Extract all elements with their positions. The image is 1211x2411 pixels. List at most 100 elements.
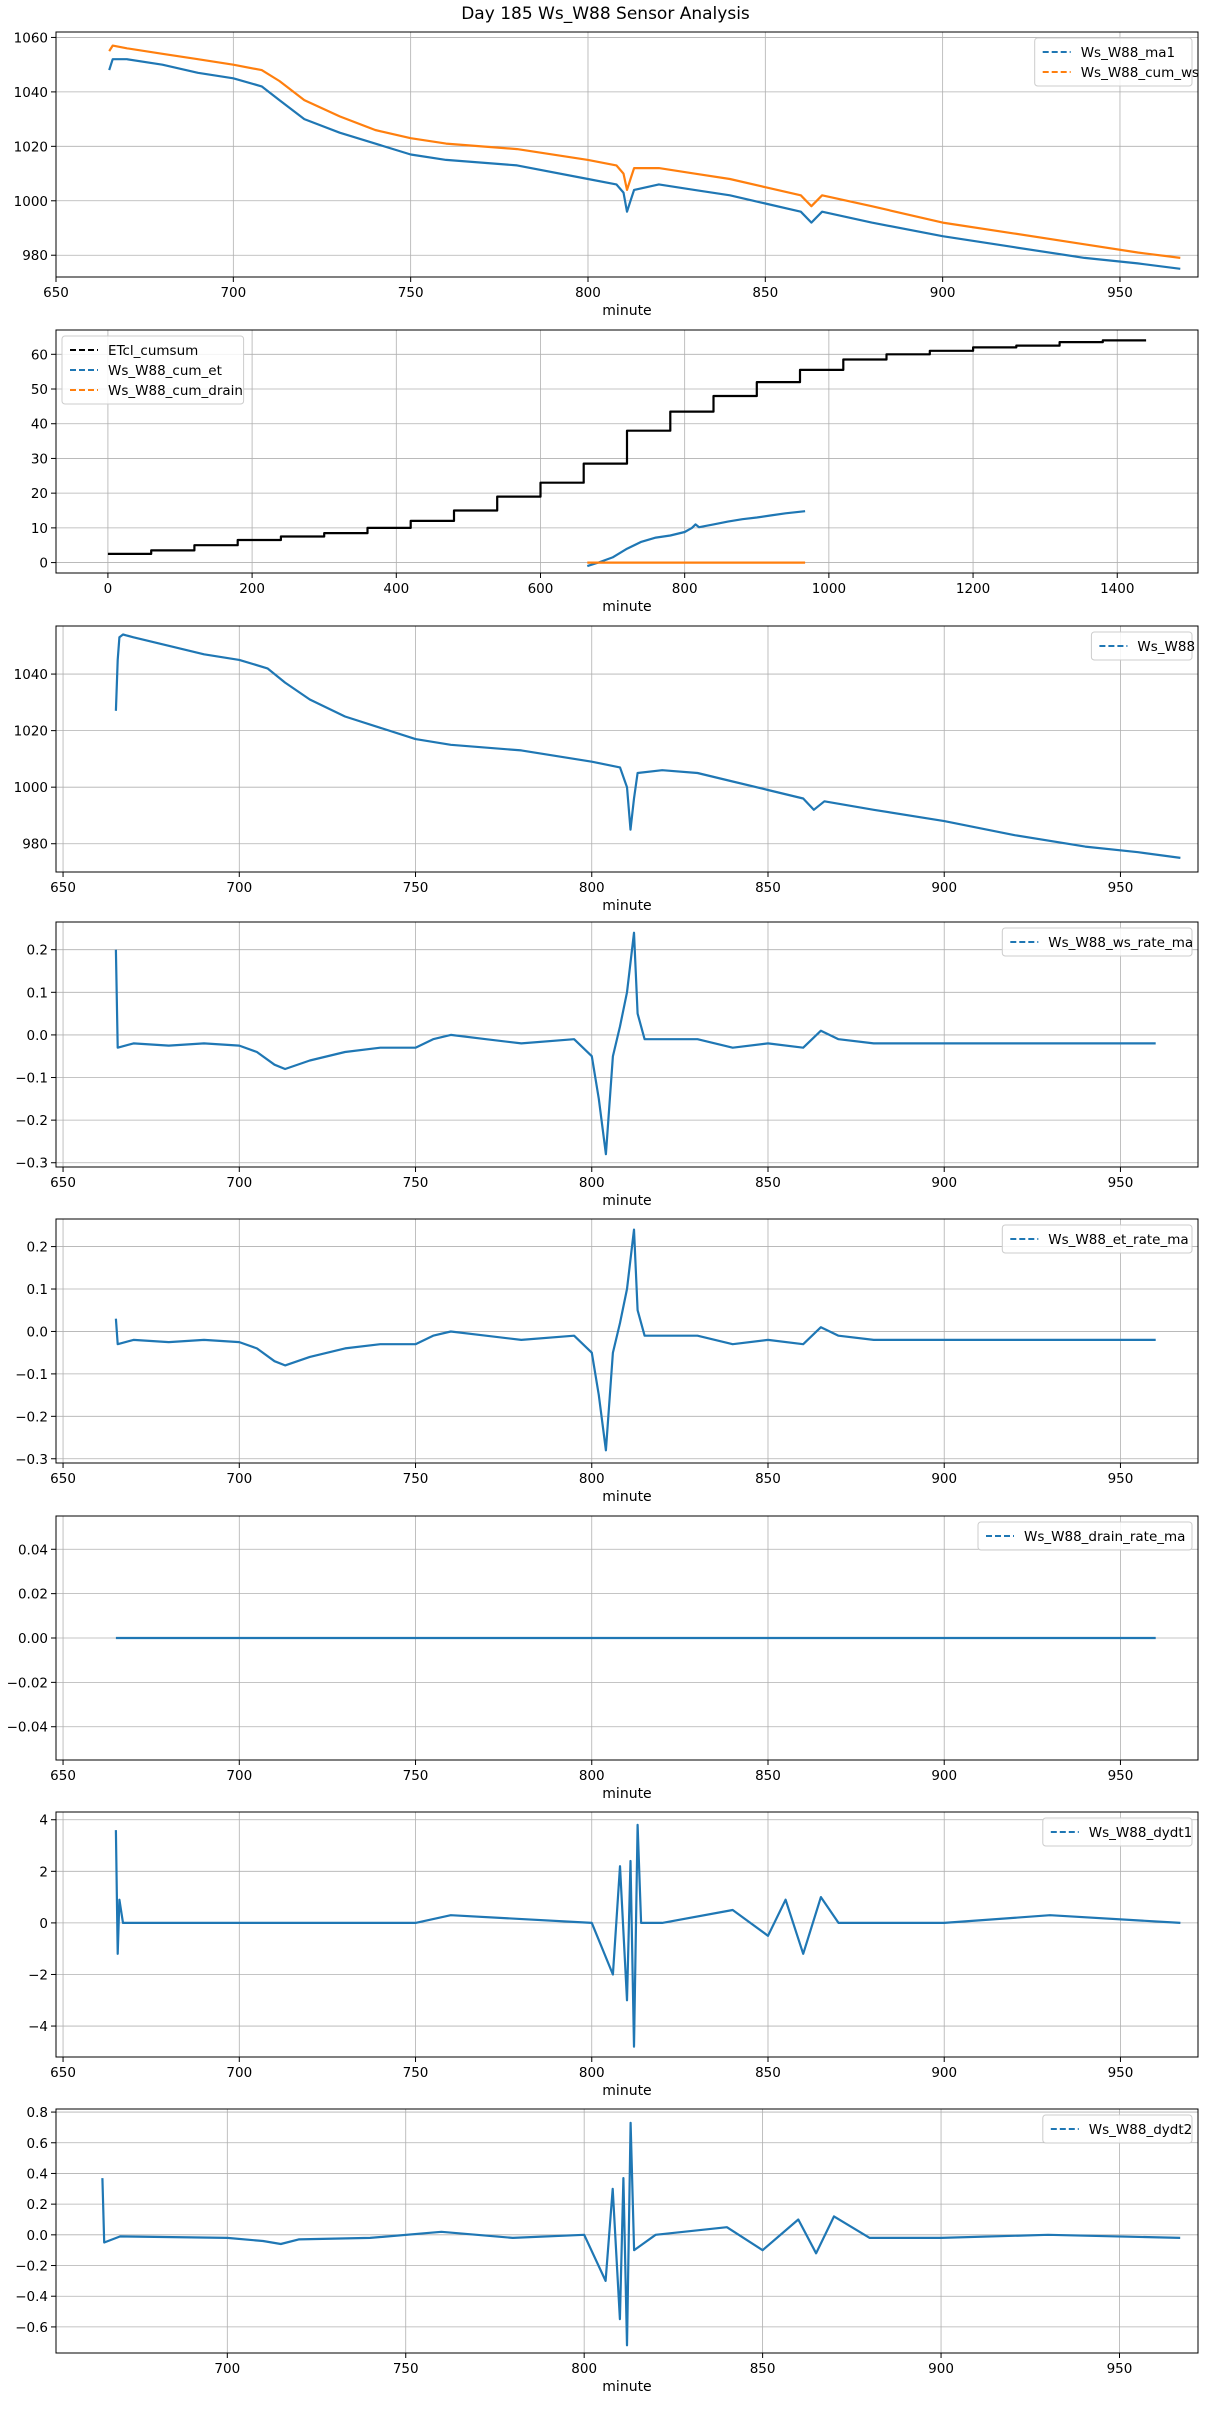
y-tick-label: 0.2 xyxy=(27,2197,48,2213)
x-tick-label: 800 xyxy=(575,285,601,301)
x-tick-label: 650 xyxy=(50,1768,76,1784)
chart-panel-5: 650 700 750 800 850 900 950 −0.3 −0.2 −0.1 0.0 0.1 0… xyxy=(15,1218,1199,1505)
x-axis-label: minute xyxy=(602,2083,651,2099)
legend: Ws_W88_dydt1 xyxy=(1042,1817,1193,1847)
series-line-Ws_W88_dydt1 xyxy=(114,1823,1181,2048)
x-tick-label: 400 xyxy=(383,581,409,597)
y-tick-label: −0.3 xyxy=(15,1156,48,1172)
chart-panel-6: 650 700 750 800 850 900 950 −0.04 −0.02 0.00 0.02 0… xyxy=(7,1515,1199,1802)
x-tick-label: 700 xyxy=(214,2361,240,2377)
x-tick-label: 950 xyxy=(1107,285,1133,301)
x-tick-label: 200 xyxy=(239,581,265,597)
x-tick-label: 850 xyxy=(755,1471,781,1487)
x-tick-label: 950 xyxy=(1108,880,1134,896)
x-tick-label: 750 xyxy=(398,285,424,301)
chart-panel-4: 650 700 750 800 850 900 950 −0.3 −0.2 −0.1 0.0 0.1 0… xyxy=(15,921,1199,1209)
x-tick-label: 900 xyxy=(931,1175,957,1191)
x-tick-label: 750 xyxy=(403,1768,429,1784)
y-tick-label: 1040 xyxy=(14,85,48,101)
y-tick-label: 0 xyxy=(39,556,48,572)
x-axis-label: minute xyxy=(602,1786,651,1802)
legend-label: Ws_W88_cum_ws xyxy=(1081,65,1199,81)
x-tick-label: 700 xyxy=(220,285,246,301)
legend-label: Ws_W88_dydt2 xyxy=(1089,2122,1192,2138)
legend-box xyxy=(977,1521,1193,1551)
x-tick-label: 650 xyxy=(50,1471,76,1487)
y-tick-label: 4 xyxy=(39,1813,48,1829)
legend: Ws_W88_drain_rate_ma xyxy=(977,1521,1193,1551)
x-tick-label: 700 xyxy=(226,1175,252,1191)
x-tick-label: 950 xyxy=(1108,2065,1134,2081)
y-tick-label: 1040 xyxy=(14,667,48,683)
x-tick-label: 750 xyxy=(403,1471,429,1487)
y-tick-label: 0.0 xyxy=(27,1028,48,1044)
series-line-Ws_W88_cum_et xyxy=(586,510,806,568)
chart-panel-1: 650 700 750 800 850 900 950 980 1000 1020 1040 1060… xyxy=(14,30,1199,319)
legend-label: Ws_W88 xyxy=(1137,639,1195,655)
x-tick-label: 750 xyxy=(393,2361,419,2377)
y-tick-label: 0.2 xyxy=(27,943,48,959)
y-tick-label: 980 xyxy=(22,248,48,264)
y-tick-label: 0.1 xyxy=(27,985,48,1001)
legend-box xyxy=(1001,1224,1193,1254)
y-tick-label: −0.3 xyxy=(15,1452,48,1468)
x-tick-label: 900 xyxy=(928,2361,954,2377)
legend-box xyxy=(1034,37,1193,87)
legend-box xyxy=(1042,1817,1193,1847)
chart-panel-3: 650 700 750 800 850 900 950 980 1000 1020 1040 minu… xyxy=(14,625,1199,914)
legend: Ws_W88_ws_rate_ma xyxy=(1001,927,1193,957)
x-axis-label: minute xyxy=(602,303,651,319)
y-tick-label: 20 xyxy=(31,486,48,502)
y-tick-label: 1000 xyxy=(14,780,48,796)
y-tick-label: 50 xyxy=(31,382,48,398)
y-tick-label: −4 xyxy=(28,2019,48,2035)
y-tick-label: −0.6 xyxy=(15,2320,48,2336)
y-tick-label: −0.2 xyxy=(15,2259,48,2275)
x-tick-label: 750 xyxy=(403,880,429,896)
series-line-ETcl_cumsum xyxy=(107,339,1147,555)
y-tick-label: −0.2 xyxy=(15,1113,48,1129)
y-tick-label: 40 xyxy=(31,417,48,433)
chart-panel-8: 700 750 800 850 900 950 −0.6 −0.4 −0.2 0.0 0.2 0.4 0… xyxy=(15,2105,1199,2395)
y-tick-label: 1020 xyxy=(14,139,48,155)
y-tick-label: −2 xyxy=(28,1967,48,1983)
y-tick-label: −0.1 xyxy=(15,1367,48,1383)
legend-label: Ws_W88_cum_drain xyxy=(108,383,243,399)
plot-frame xyxy=(55,1811,1199,2058)
x-tick-label: 850 xyxy=(755,2065,781,2081)
figure-title: Day 185 Ws_W88 Sensor Analysis xyxy=(461,4,750,24)
x-tick-label: 800 xyxy=(579,1175,605,1191)
x-tick-label: 650 xyxy=(50,2065,76,2081)
x-tick-label: 700 xyxy=(226,1768,252,1784)
x-tick-label: 950 xyxy=(1107,2361,1133,2377)
legend-box xyxy=(1042,2114,1193,2144)
x-tick-label: 650 xyxy=(50,1175,76,1191)
y-tick-label: 0.2 xyxy=(27,1240,48,1256)
legend-box xyxy=(1090,631,1193,661)
legend: Ws_W88 xyxy=(1090,631,1195,661)
legend: Ws_W88_ma1 Ws_W88_cum_ws xyxy=(1034,37,1199,87)
y-tick-label: 0.04 xyxy=(18,1542,48,1558)
series-line-Ws_W88_cum_ws xyxy=(108,44,1181,259)
y-tick-label: 0.02 xyxy=(18,1587,48,1603)
x-tick-label: 900 xyxy=(931,2065,957,2081)
y-tick-label: −0.02 xyxy=(7,1675,48,1691)
y-tick-label: −0.1 xyxy=(15,1071,48,1087)
x-tick-label: 600 xyxy=(528,581,554,597)
y-tick-label: 2 xyxy=(39,1864,48,1880)
x-tick-label: 900 xyxy=(931,880,957,896)
x-axis-label: minute xyxy=(602,2379,651,2395)
x-tick-label: 1000 xyxy=(812,581,846,597)
series-line-Ws_W88 xyxy=(114,633,1181,859)
legend-box xyxy=(1001,927,1193,957)
plot-frame xyxy=(55,1218,1199,1464)
y-tick-label: 60 xyxy=(31,347,48,363)
legend-label: ETcl_cumsum xyxy=(108,343,198,359)
x-tick-label: 1200 xyxy=(956,581,990,597)
x-tick-label: 700 xyxy=(226,1471,252,1487)
x-axis-label: minute xyxy=(602,1193,651,1209)
plot-frame xyxy=(55,2108,1199,2354)
x-tick-label: 950 xyxy=(1108,1471,1134,1487)
plot-frame xyxy=(55,329,1199,574)
